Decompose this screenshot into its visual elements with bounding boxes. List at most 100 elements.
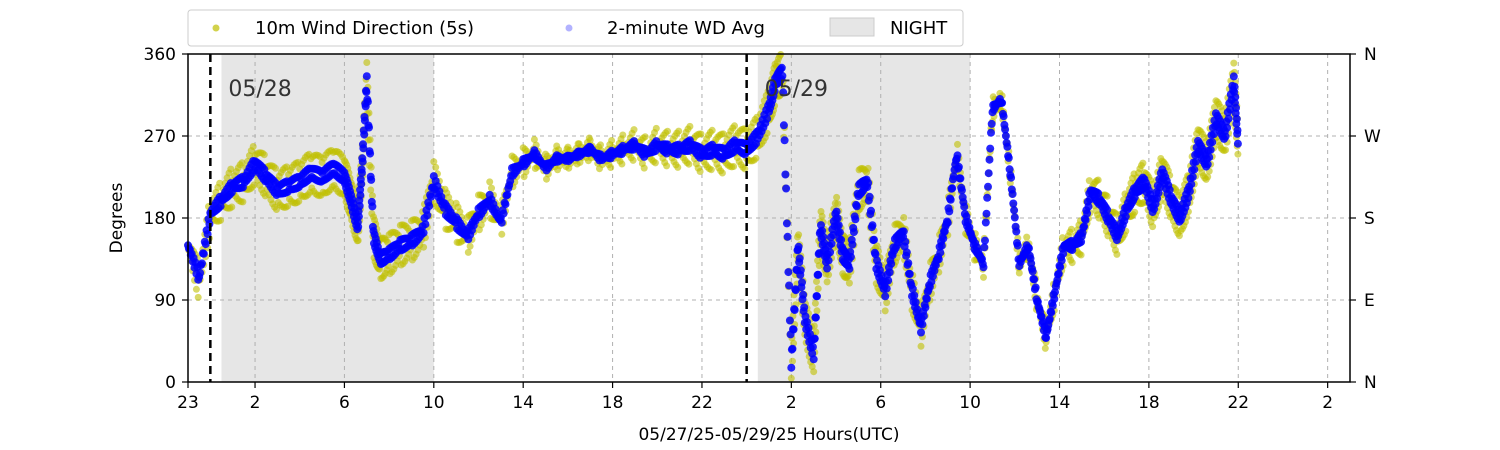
wd-avg-point [946, 195, 955, 204]
wd-avg-point [1083, 209, 1092, 218]
wd-avg-point [1030, 275, 1039, 284]
wind-direction-point [864, 164, 872, 172]
wind-direction-point [825, 271, 833, 279]
wd-avg-point [818, 226, 827, 235]
wd-avg-point [949, 172, 958, 181]
wind-direction-point [1230, 59, 1238, 67]
wd-avg-point [1013, 241, 1022, 250]
wd-avg-point [804, 324, 813, 332]
wd-avg-point [1206, 145, 1215, 154]
wd-avg-point [356, 191, 365, 200]
wd-avg-point [981, 236, 989, 245]
wd-avg-point [814, 270, 823, 279]
wd-avg-point [849, 228, 858, 237]
day-marker-label: 05/28 [228, 77, 291, 102]
wind-direction-point [486, 178, 494, 186]
wd-avg-point [871, 250, 880, 259]
wind-direction-point [586, 136, 594, 144]
wd-avg-point [1165, 185, 1174, 194]
y-tick-label: 360 [144, 45, 176, 65]
wd-avg-point [846, 252, 855, 261]
wind-direction-point [217, 216, 225, 224]
legend-box [187, 9, 964, 47]
wd-avg-point [934, 255, 943, 264]
y-tick-label: 90 [154, 291, 176, 311]
wind-direction-point [707, 166, 715, 174]
wind-direction-point [789, 357, 796, 365]
wind-direction-point [883, 299, 891, 307]
wind-direction-point [1068, 259, 1076, 267]
wd-avg-point [1223, 123, 1232, 132]
wind-direction-point [641, 133, 649, 141]
wd-avg-point [1054, 269, 1063, 278]
wd-avg-point [1048, 301, 1057, 310]
wd-avg-point [981, 218, 990, 227]
wd-avg-point [781, 170, 790, 179]
wd-avg-point [357, 168, 366, 177]
wd-avg-point [987, 128, 995, 137]
wind-direction-point [249, 143, 257, 150]
wind-direction-point [1067, 225, 1075, 233]
wind-direction-point [719, 130, 727, 138]
wd-avg-point [960, 202, 969, 211]
wind-direction-point [629, 156, 637, 164]
x-tick-label: 2 [1322, 393, 1333, 413]
wind-direction-point [618, 160, 626, 168]
wd-avg-point [1203, 160, 1212, 169]
wd-avg-point [905, 270, 914, 278]
wind-direction-point [823, 278, 831, 286]
wind-direction-point [1222, 146, 1230, 154]
wd-avg-point [1081, 216, 1090, 224]
legend-marker-night [829, 17, 875, 37]
wind-direction-point [674, 163, 682, 171]
wd-avg-point [987, 119, 996, 128]
wind-direction-point [640, 164, 648, 172]
wind-direction-point [488, 184, 495, 192]
wd-avg-series [184, 63, 1242, 372]
wd-avg-point [359, 144, 368, 153]
wd-avg-point [196, 268, 205, 277]
wind-direction-point [1149, 223, 1157, 231]
wd-avg-point [939, 234, 948, 243]
wd-avg-point [833, 214, 842, 223]
wd-avg-point [782, 184, 791, 193]
wd-avg-point [999, 112, 1008, 121]
wd-avg-point [986, 144, 995, 153]
y-axis-label: Degrees [107, 182, 127, 253]
wd-avg-point [948, 184, 957, 193]
wd-avg-point [799, 290, 808, 299]
wd-avg-point [366, 149, 375, 158]
wd-avg-point [1224, 114, 1233, 123]
wind-direction-point [498, 230, 506, 238]
wind-direction-point [811, 299, 819, 307]
wind-direction-point [464, 248, 472, 256]
wd-avg-point [779, 121, 788, 130]
wd-avg-point [423, 211, 432, 220]
wd-avg-point [1010, 206, 1019, 215]
day-marker-label: 05/29 [765, 77, 828, 102]
wd-avg-point [358, 157, 367, 166]
wd-avg-point [1050, 295, 1059, 303]
wd-avg-point [1221, 132, 1230, 141]
wd-avg-point [937, 241, 946, 250]
x-tick-label: 2 [250, 393, 261, 413]
wd-avg-point [1229, 72, 1238, 81]
x-tick-label: 22 [1227, 393, 1249, 413]
wind-direction-point [1041, 344, 1049, 352]
wd-avg-point [908, 284, 917, 293]
wind-direction-point [685, 160, 693, 168]
wind-direction-point [1023, 233, 1031, 241]
wd-avg-point [1231, 93, 1240, 102]
x-tick-label: 22 [691, 393, 713, 413]
wd-avg-point [779, 88, 788, 97]
wd-avg-point [904, 259, 913, 268]
y-tick-label: 0 [165, 373, 176, 393]
wind-direction-point [795, 231, 803, 239]
legend-marker-wind-direction [212, 24, 220, 32]
wd-avg-point [780, 136, 789, 145]
wind-direction-point [477, 221, 485, 229]
wd-avg-point [790, 306, 799, 314]
wind-direction-point [445, 193, 453, 201]
